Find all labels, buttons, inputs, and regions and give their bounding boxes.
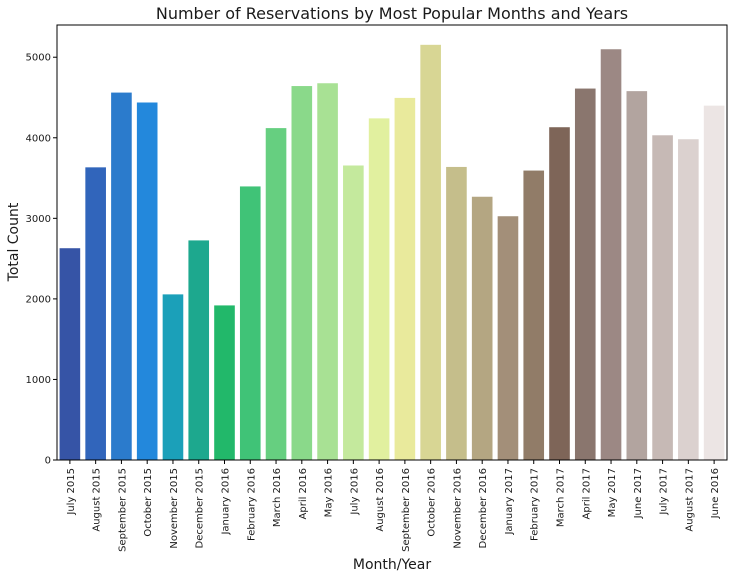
x-tick-label-7: February 2016 — [246, 468, 257, 541]
bar-20 — [574, 88, 596, 460]
x-tick-label-24: August 2017 — [684, 468, 695, 532]
bar-1 — [85, 167, 106, 460]
y-tick-label-1: 1000 — [26, 375, 51, 386]
x-tick-label-0: July 2015 — [66, 468, 77, 516]
bar-5 — [188, 240, 210, 460]
x-tick-label-14: October 2016 — [427, 468, 438, 537]
x-tick-label-6: January 2016 — [221, 468, 232, 536]
y-tick-label-0: 0 — [45, 456, 51, 467]
bar-9 — [291, 86, 313, 461]
bar-17 — [497, 216, 519, 460]
bar-16 — [471, 196, 493, 460]
x-tick-label-13: September 2016 — [401, 468, 412, 552]
x-tick-label-19: March 2017 — [556, 468, 567, 527]
bar-18 — [523, 170, 545, 460]
x-tick-label-8: March 2016 — [272, 468, 283, 527]
bar-21 — [600, 49, 622, 460]
x-tick-label-9: April 2016 — [298, 468, 309, 519]
x-tick-label-12: August 2016 — [375, 468, 386, 532]
x-tick-label-21: May 2017 — [607, 468, 618, 517]
x-tick-label-22: June 2017 — [633, 468, 644, 519]
y-tick-label-4: 4000 — [26, 133, 51, 144]
bar-8 — [265, 128, 287, 460]
bar-12 — [368, 118, 390, 460]
y-tick-label-3: 3000 — [26, 214, 51, 225]
x-tick-label-17: January 2017 — [504, 468, 515, 536]
y-axis-label: Total Count — [6, 202, 22, 282]
x-axis-label: Month/Year — [353, 557, 431, 573]
bar-24 — [678, 139, 699, 460]
bar-23 — [652, 135, 673, 460]
bar-3 — [136, 102, 158, 460]
x-tick-label-1: August 2015 — [92, 468, 103, 532]
x-tick-label-3: October 2015 — [143, 468, 154, 537]
bar-2 — [111, 92, 132, 460]
bar-22 — [626, 91, 648, 460]
y-tick-label-5: 5000 — [26, 53, 51, 64]
x-tick-label-11: July 2016 — [349, 468, 360, 516]
x-tick-label-4: November 2015 — [169, 468, 180, 549]
x-tick-label-25: June 2016 — [710, 468, 721, 519]
y-axis-ticks: 0 1000 2000 3000 4000 5000 — [26, 53, 57, 467]
bar-14 — [420, 44, 441, 461]
bars-group — [59, 44, 725, 461]
plot-frame — [56, 24, 728, 461]
x-axis-ticks: July 2015 August 2015 September 2015 Octobe… — [66, 460, 721, 552]
x-tick-label-15: November 2016 — [452, 468, 463, 549]
x-tick-label-2: September 2015 — [117, 468, 128, 552]
bar-13 — [394, 97, 416, 461]
bar-10 — [317, 83, 338, 460]
bar-11 — [343, 165, 364, 460]
bar-19 — [549, 127, 570, 460]
y-tick-label-2: 2000 — [26, 294, 51, 305]
bar-7 — [239, 186, 261, 460]
x-tick-label-16: December 2016 — [478, 468, 489, 548]
x-tick-label-18: February 2017 — [530, 468, 541, 541]
bar-0 — [59, 248, 81, 460]
chart-title: Number of Reservations by Most Popular M… — [156, 4, 628, 23]
x-tick-label-20: April 2017 — [581, 468, 592, 519]
x-tick-label-23: July 2017 — [659, 468, 670, 516]
x-tick-label-5: December 2015 — [195, 468, 206, 548]
bar-15 — [446, 166, 467, 460]
x-tick-label-10: May 2016 — [324, 468, 335, 517]
bar-6 — [214, 305, 235, 460]
bar-25 — [703, 105, 725, 460]
bar-4 — [162, 294, 184, 460]
